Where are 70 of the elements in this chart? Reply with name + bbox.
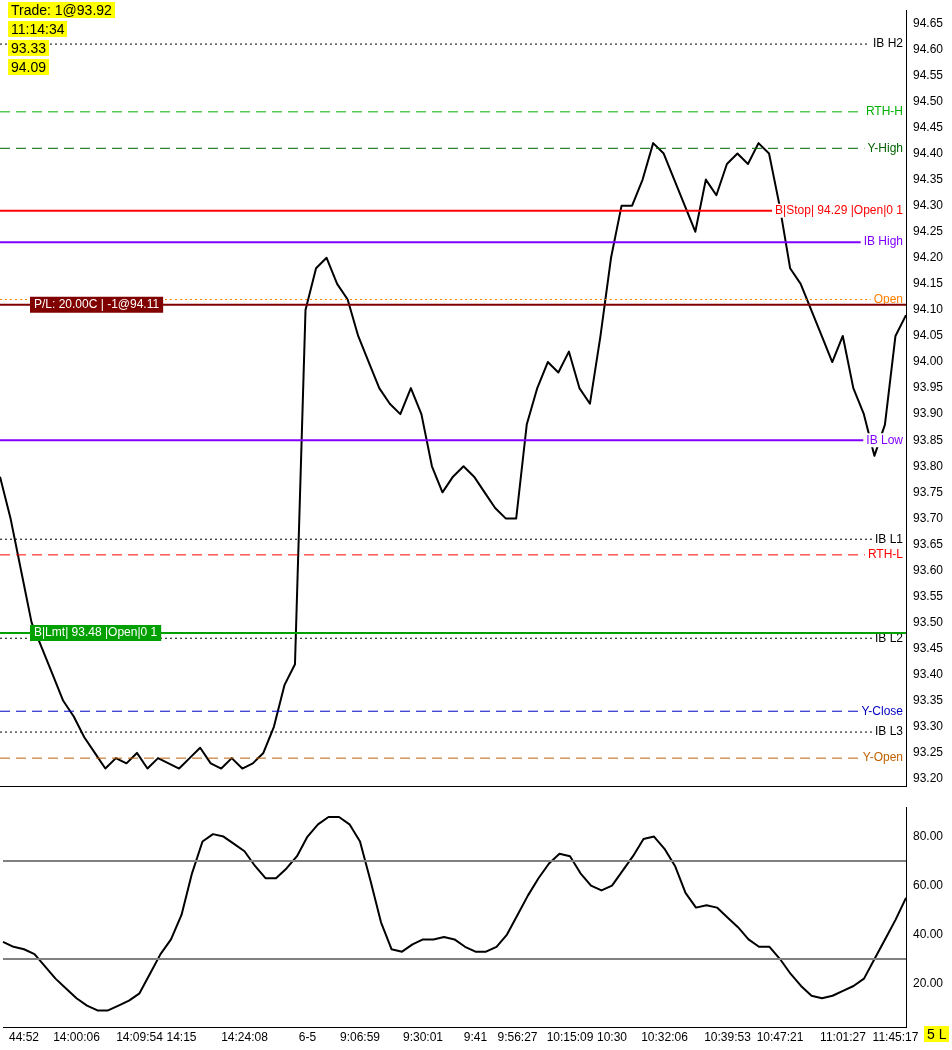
ref-line-label: B|Lmt| 93.48 |Open|0 1 — [34, 625, 158, 640]
annotation: 11:14:34 — [8, 21, 68, 37]
x-tick-label: 9:41 — [463, 1030, 488, 1045]
y-tick-label: 93.55 — [913, 588, 944, 603]
y-tick-label: 94.40 — [913, 145, 944, 160]
y-tick-label: 93.95 — [913, 380, 944, 395]
ref-line-label: IB Low — [866, 432, 904, 447]
annotation: 94.09 — [8, 59, 50, 75]
y-tick-label: 93.75 — [913, 484, 944, 499]
y-tick-label: 93.45 — [913, 640, 944, 655]
y-tick-label: 94.20 — [913, 250, 944, 265]
ref-line-label: Y-High — [867, 140, 903, 155]
y-tick-label: 94.35 — [913, 171, 944, 186]
annotation: 93.33 — [8, 40, 50, 56]
y-tick-label: 93.85 — [913, 432, 944, 447]
y-tick-label: 93.30 — [913, 719, 944, 734]
y-tick-label: 93.35 — [913, 693, 944, 708]
y-tick-label: 93.90 — [913, 406, 944, 421]
y-tick-label: 93.25 — [913, 745, 944, 760]
y-tick-label: 93.50 — [913, 614, 944, 629]
ref-line-label: Y-Open — [862, 750, 903, 765]
ref-line-label: IB H2 — [872, 36, 904, 51]
y-tick-label: 94.30 — [913, 197, 944, 212]
x-tick-label: 9:06:59 — [339, 1030, 381, 1045]
x-tick-label: 9:30:01 — [402, 1030, 444, 1045]
x-tick-label: 10:30 — [596, 1030, 628, 1045]
y-tick-label: 94.45 — [913, 119, 944, 134]
x-tick-label: 10:32:06 — [641, 1030, 689, 1045]
x-tick-label: 6-5 — [298, 1030, 317, 1045]
y-tick-label: 94.15 — [913, 276, 944, 291]
ref-line-label: Open — [873, 291, 903, 306]
ref-line-label: P/L: 20.00C | -1@94.11 — [34, 297, 160, 311]
ref-line-label: IB High — [863, 234, 903, 249]
x-tick-label: 10:39:53 — [704, 1030, 752, 1045]
x-tick-label: 10:47:21 — [756, 1030, 804, 1045]
y-tick-label: 94.50 — [913, 93, 944, 108]
x-tick-label: 44:52 — [8, 1030, 40, 1045]
y-tick-label: 94.55 — [913, 67, 944, 82]
y-tick-label: 94.00 — [913, 354, 944, 369]
ref-line-label: Y-Close — [861, 703, 904, 718]
y-tick-label: 60.00 — [913, 877, 944, 892]
y-tick-label: 94.10 — [913, 302, 944, 317]
ref-line-label: IB L3 — [874, 724, 904, 739]
y-tick-label: 20.00 — [913, 975, 944, 990]
x-tick-label: 10:15:09 — [546, 1030, 594, 1045]
y-tick-label: 93.60 — [913, 562, 944, 577]
y-tick-label: 94.05 — [913, 328, 944, 343]
x-tick-label: 14:00:06 — [53, 1030, 101, 1045]
ref-line-label: RTH-L — [867, 547, 904, 562]
ref-line-label: RTH-H — [865, 104, 903, 119]
y-tick-label: 94.60 — [913, 41, 944, 56]
y-tick-label: 80.00 — [913, 828, 944, 843]
y-tick-label: 93.40 — [913, 667, 944, 682]
x-tick-label: 9:56:27 — [497, 1030, 538, 1045]
y-tick-label: 94.25 — [913, 224, 944, 239]
ref-line-label: B|Stop| 94.29 |Open|0 1 — [775, 203, 904, 218]
x-tick-label: 14:09:54 — [116, 1030, 164, 1045]
x-tick-label: 14:15 — [166, 1030, 197, 1045]
y-tick-label: 40.00 — [913, 926, 944, 941]
x-tick-label: 14:24:08 — [221, 1030, 269, 1045]
y-tick-label: 94.65 — [913, 15, 944, 30]
y-tick-label: 93.80 — [913, 458, 944, 473]
annotation: Trade: 1@93.92 — [8, 2, 115, 18]
text: 5 L — [924, 1026, 950, 1042]
x-tick-label: 11:01:27 — [820, 1030, 867, 1045]
ref-line-label: IB L1 — [874, 531, 904, 546]
y-tick-label: 93.65 — [913, 536, 944, 551]
x-tick-label: 11:45:17 — [872, 1030, 919, 1045]
y-tick-label: 93.70 — [913, 510, 944, 525]
y-tick-label: 93.20 — [913, 771, 944, 786]
